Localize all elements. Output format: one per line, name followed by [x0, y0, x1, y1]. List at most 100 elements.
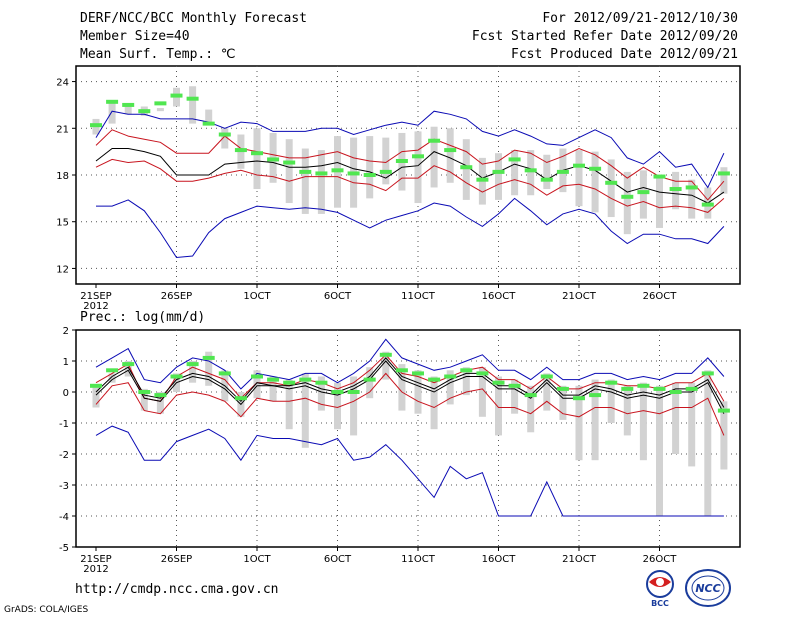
temp-observed-marker — [138, 109, 151, 114]
precip-spread-box — [591, 379, 599, 461]
precip-spread-box — [527, 385, 535, 433]
precip-spread-box — [430, 376, 438, 430]
precip-ytick-label: 1 — [63, 357, 69, 368]
temp-spread-box — [317, 150, 325, 214]
precip-observed-marker — [540, 374, 553, 379]
temp-observed-marker — [90, 123, 102, 128]
precip-spread-box — [92, 385, 100, 408]
temp-ytick-label: 15 — [56, 218, 69, 229]
precip-observed-marker — [524, 393, 537, 398]
precip-panel: -5 -4 -3 -2 -1 0 1 2 21SEP 26SEP 1OCT 6OCT 11OCT 16OC… — [59, 326, 741, 575]
precip-spread-box — [478, 367, 486, 417]
temp-spread-box — [108, 103, 116, 124]
precip-spread-box — [301, 373, 309, 448]
precip-observed-marker — [395, 368, 408, 373]
precip-spread-box — [543, 373, 551, 411]
temp-spread-box — [511, 150, 519, 196]
precip-observed-marker — [122, 362, 135, 367]
temp-xtick-label: 26SEP — [161, 291, 192, 302]
precip-spread-box — [398, 364, 406, 411]
precip-xtick-label: 1OCT — [243, 554, 271, 565]
precip-xtick-label: 11OCT — [401, 554, 436, 565]
precip-observed-marker — [605, 380, 618, 385]
precip-spread-box — [704, 370, 712, 516]
precip-spread-box — [511, 379, 519, 414]
precip-spread-box — [639, 382, 647, 461]
precip-observed-marker — [621, 386, 634, 391]
precip-observed-marker — [701, 371, 714, 376]
precip-xtick-label: 16OCT — [482, 554, 517, 565]
precip-observed-marker — [283, 380, 296, 385]
temp-observed-marker — [621, 194, 634, 199]
precip-observed-marker — [170, 374, 183, 379]
precip-observed-marker — [717, 408, 730, 413]
temp-observed-marker — [669, 187, 682, 192]
temp-spread-box — [462, 139, 470, 200]
temp-spread-box — [366, 136, 374, 199]
temp-spread-box — [720, 167, 728, 194]
precip-spread-box — [108, 373, 116, 383]
temp-year-label: 2012 — [83, 301, 108, 312]
temp-observed-marker — [717, 171, 730, 176]
temp-spread-box — [414, 131, 422, 204]
precip-ytick-label: -4 — [59, 512, 69, 523]
precip-observed-marker — [444, 374, 457, 379]
temp-spread-box — [156, 108, 164, 112]
precip-observed-marker — [347, 390, 360, 394]
variable-label: Mean Surf. Temp.: ℃ — [80, 47, 236, 62]
temp-spread-box — [124, 106, 132, 115]
precip-ytick-label: -5 — [59, 543, 69, 554]
precip-spread-box — [672, 382, 680, 454]
temp-observed-marker — [331, 168, 344, 173]
temp-observed-marker — [540, 177, 553, 182]
precip-observed-marker — [186, 362, 199, 367]
member-size: Member Size=40 — [80, 29, 190, 44]
temp-spread-box — [607, 159, 615, 218]
bcc-logo: BCC — [646, 570, 674, 608]
temp-spread-box — [575, 150, 583, 207]
temp-spread-box — [285, 139, 293, 204]
precip-observed-marker — [315, 380, 328, 385]
temp-xtick-label: 1OCT — [243, 291, 271, 302]
temp-xtick-label: 16OCT — [482, 291, 517, 302]
temp-observed-marker — [218, 132, 231, 137]
temp-observed-marker — [653, 174, 666, 179]
precip-xtick-label: 26SEP — [161, 554, 192, 565]
precip-ytick-label: 2 — [63, 326, 69, 337]
temp-spread-box — [591, 151, 599, 213]
precip-spread-box — [607, 379, 615, 423]
precip-spread-box — [156, 392, 164, 414]
precip-observed-marker — [154, 393, 167, 398]
precip-observed-marker — [685, 386, 698, 391]
temp-ytick-label: 24 — [56, 78, 69, 89]
temp-spread-box — [221, 128, 229, 149]
temp-observed-marker — [508, 157, 521, 162]
temp-mean-line — [95, 148, 725, 204]
temp-observed-marker — [476, 177, 489, 182]
temp-observed-marker — [251, 151, 263, 156]
precip-spread-box — [269, 376, 277, 402]
precip-max-line — [95, 338, 725, 390]
precip-observed-marker — [669, 390, 682, 394]
temp-observed-marker — [556, 169, 569, 174]
precip-spread-box — [366, 367, 374, 399]
temp-observed-marker — [412, 154, 424, 159]
precip-spread-box — [124, 361, 132, 377]
temp-max-line — [95, 110, 725, 189]
temp-observed-marker — [492, 169, 505, 174]
precip-upper-line — [95, 354, 725, 402]
precip-observed-marker — [589, 393, 602, 398]
temp-observed-marker — [283, 160, 296, 165]
precip-xtick-label: 21SEP — [80, 554, 111, 565]
precip-spread-box — [559, 385, 567, 420]
temp-spread-box — [301, 148, 309, 214]
temp-ytick-label: 21 — [56, 124, 69, 135]
forecast-produced-date: Fcst Produced Date 2012/09/21 — [511, 47, 738, 62]
temp-observed-marker — [363, 173, 376, 177]
source-url[interactable]: http://cmdp.ncc.cma.gov.cn — [75, 582, 279, 597]
temp-xtick-label: 21SEP — [80, 291, 111, 302]
temp-xtick-label: 6OCT — [324, 291, 352, 302]
precip-lower-line — [95, 372, 725, 436]
temp-observed-marker — [122, 102, 135, 107]
